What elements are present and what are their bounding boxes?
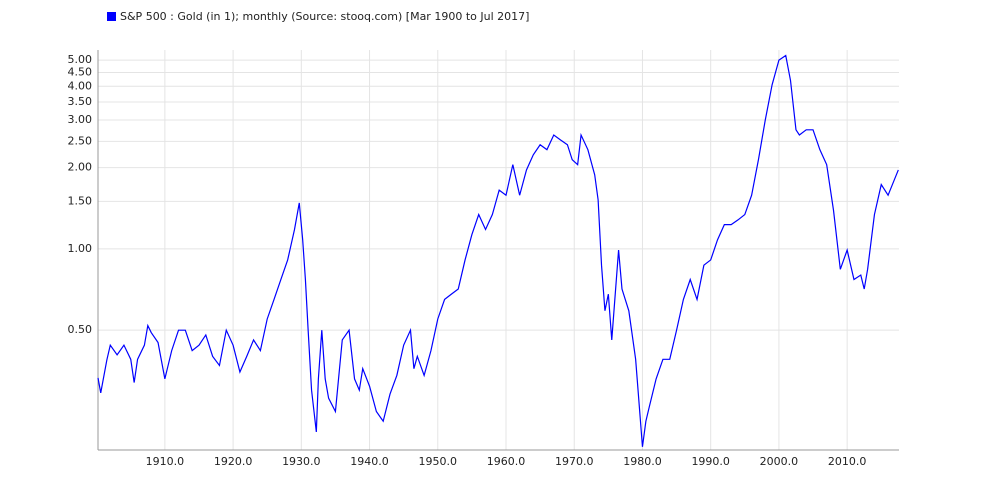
x-tick-label: 2000.0 (760, 455, 799, 468)
y-tick-label: 0.50 (68, 323, 93, 336)
legend-label: S&P 500 : Gold (in 1); monthly (Source: … (120, 10, 529, 23)
legend-swatch (107, 12, 116, 21)
x-tick-label: 1910.0 (146, 455, 185, 468)
x-tick-label: 1950.0 (419, 455, 458, 468)
x-tick-label: 1940.0 (350, 455, 389, 468)
y-tick-label: 4.50 (68, 65, 93, 78)
x-tick-label: 2010.0 (828, 455, 867, 468)
y-tick-label: 2.00 (68, 161, 93, 174)
y-tick-label: 3.00 (68, 113, 93, 126)
y-tick-label: 3.50 (68, 95, 93, 108)
y-tick-label: 5.00 (68, 53, 93, 66)
x-tick-label: 1960.0 (487, 455, 526, 468)
x-tick-label: 1990.0 (691, 455, 730, 468)
y-tick-label: 1.50 (68, 194, 93, 207)
x-tick-label: 1930.0 (282, 455, 321, 468)
y-tick-label: 4.00 (68, 79, 93, 92)
y-tick-label: 1.00 (68, 242, 93, 255)
y-tick-label: 2.50 (68, 134, 93, 147)
x-tick-label: 1970.0 (555, 455, 594, 468)
data-line (97, 54, 899, 447)
x-tick-label: 1980.0 (623, 455, 662, 468)
x-tick-label: 1920.0 (214, 455, 253, 468)
